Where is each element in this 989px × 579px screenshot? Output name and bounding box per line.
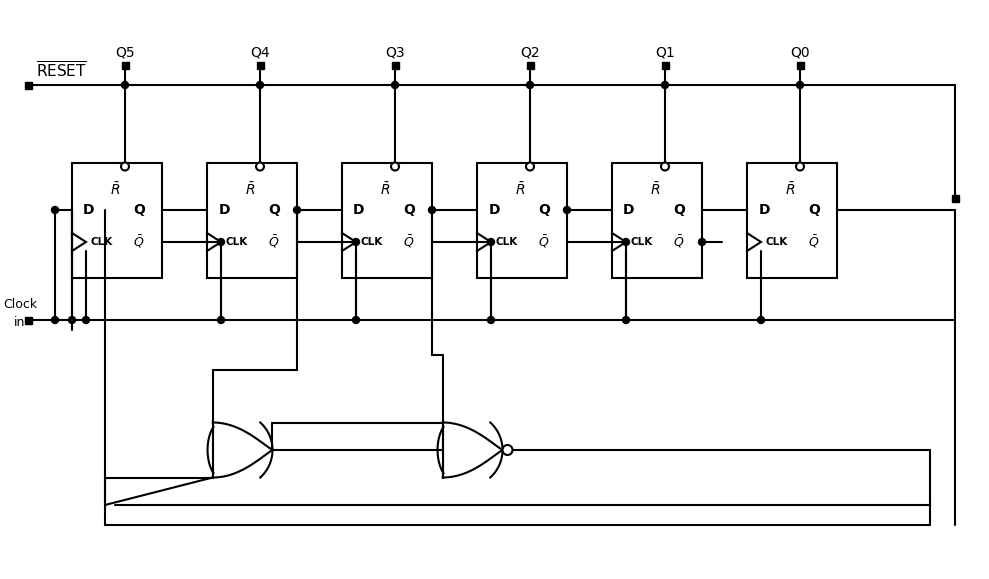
Text: $\bar{Q}$: $\bar{Q}$ bbox=[538, 234, 550, 250]
Bar bbox=[477, 163, 567, 277]
Circle shape bbox=[796, 163, 804, 170]
Text: Q: Q bbox=[268, 203, 280, 217]
Circle shape bbox=[698, 239, 705, 245]
Circle shape bbox=[256, 82, 263, 89]
Bar bbox=[122, 61, 129, 68]
Circle shape bbox=[392, 82, 399, 89]
Bar bbox=[951, 195, 958, 201]
Circle shape bbox=[121, 163, 129, 170]
Circle shape bbox=[391, 163, 399, 170]
Circle shape bbox=[352, 239, 359, 245]
Circle shape bbox=[564, 207, 571, 214]
Circle shape bbox=[502, 445, 512, 455]
Circle shape bbox=[622, 239, 630, 245]
Bar bbox=[72, 163, 162, 277]
Text: $\bar{R}$: $\bar{R}$ bbox=[380, 182, 391, 199]
Bar bbox=[796, 61, 803, 68]
Text: D: D bbox=[353, 203, 365, 217]
Circle shape bbox=[488, 317, 494, 324]
Text: Q: Q bbox=[134, 203, 145, 217]
Bar bbox=[526, 61, 533, 68]
Text: Q4: Q4 bbox=[250, 46, 270, 60]
Circle shape bbox=[82, 317, 89, 324]
Circle shape bbox=[68, 317, 75, 324]
Circle shape bbox=[51, 207, 58, 214]
Text: $\bar{R}$: $\bar{R}$ bbox=[785, 182, 795, 199]
Text: Q: Q bbox=[404, 203, 415, 217]
Bar bbox=[747, 163, 837, 277]
Text: $\bar{Q}$: $\bar{Q}$ bbox=[134, 234, 144, 250]
Circle shape bbox=[622, 317, 630, 324]
Circle shape bbox=[218, 317, 225, 324]
Text: Q1: Q1 bbox=[655, 46, 674, 60]
Bar bbox=[662, 61, 669, 68]
Circle shape bbox=[218, 239, 225, 245]
Circle shape bbox=[662, 82, 669, 89]
Circle shape bbox=[256, 163, 264, 170]
Text: D: D bbox=[489, 203, 499, 217]
Text: $\bar{Q}$: $\bar{Q}$ bbox=[808, 234, 820, 250]
Circle shape bbox=[51, 317, 58, 324]
Text: $\bar{R}$: $\bar{R}$ bbox=[245, 182, 255, 199]
Bar bbox=[207, 163, 297, 277]
Text: $\bar{Q}$: $\bar{Q}$ bbox=[674, 234, 684, 250]
Text: D: D bbox=[219, 203, 229, 217]
Circle shape bbox=[796, 82, 803, 89]
Text: CLK: CLK bbox=[91, 237, 113, 247]
Text: CLK: CLK bbox=[361, 237, 383, 247]
Text: $\bar{Q}$: $\bar{Q}$ bbox=[268, 234, 280, 250]
Bar bbox=[25, 82, 32, 89]
Text: Q: Q bbox=[674, 203, 685, 217]
Text: Q: Q bbox=[808, 203, 820, 217]
Text: Q3: Q3 bbox=[385, 46, 405, 60]
Text: CLK: CLK bbox=[495, 237, 518, 247]
Text: D: D bbox=[623, 203, 635, 217]
Text: $\overline{\mathrm{RESET}}$: $\overline{\mathrm{RESET}}$ bbox=[36, 61, 87, 81]
Circle shape bbox=[526, 163, 534, 170]
Text: D: D bbox=[759, 203, 769, 217]
Text: CLK: CLK bbox=[631, 237, 653, 247]
Circle shape bbox=[758, 317, 764, 324]
Circle shape bbox=[488, 239, 494, 245]
Circle shape bbox=[661, 163, 669, 170]
Text: D: D bbox=[83, 203, 95, 217]
Text: Q0: Q0 bbox=[790, 46, 810, 60]
Text: CLK: CLK bbox=[225, 237, 248, 247]
Text: CLK: CLK bbox=[765, 237, 788, 247]
Bar bbox=[25, 317, 32, 324]
Text: Q2: Q2 bbox=[520, 46, 540, 60]
Text: Q5: Q5 bbox=[115, 46, 135, 60]
Bar bbox=[392, 61, 399, 68]
Bar bbox=[256, 61, 263, 68]
Text: Q: Q bbox=[538, 203, 550, 217]
Text: $\bar{R}$: $\bar{R}$ bbox=[515, 182, 525, 199]
Circle shape bbox=[294, 207, 301, 214]
Circle shape bbox=[526, 82, 533, 89]
Text: Clock: Clock bbox=[3, 299, 37, 312]
Circle shape bbox=[428, 207, 435, 214]
Circle shape bbox=[122, 82, 129, 89]
Bar bbox=[612, 163, 702, 277]
Text: in: in bbox=[14, 316, 26, 328]
Text: $\bar{R}$: $\bar{R}$ bbox=[650, 182, 661, 199]
Circle shape bbox=[352, 317, 359, 324]
Text: $\bar{Q}$: $\bar{Q}$ bbox=[404, 234, 414, 250]
Bar bbox=[342, 163, 432, 277]
Text: $\bar{R}$: $\bar{R}$ bbox=[110, 182, 121, 199]
